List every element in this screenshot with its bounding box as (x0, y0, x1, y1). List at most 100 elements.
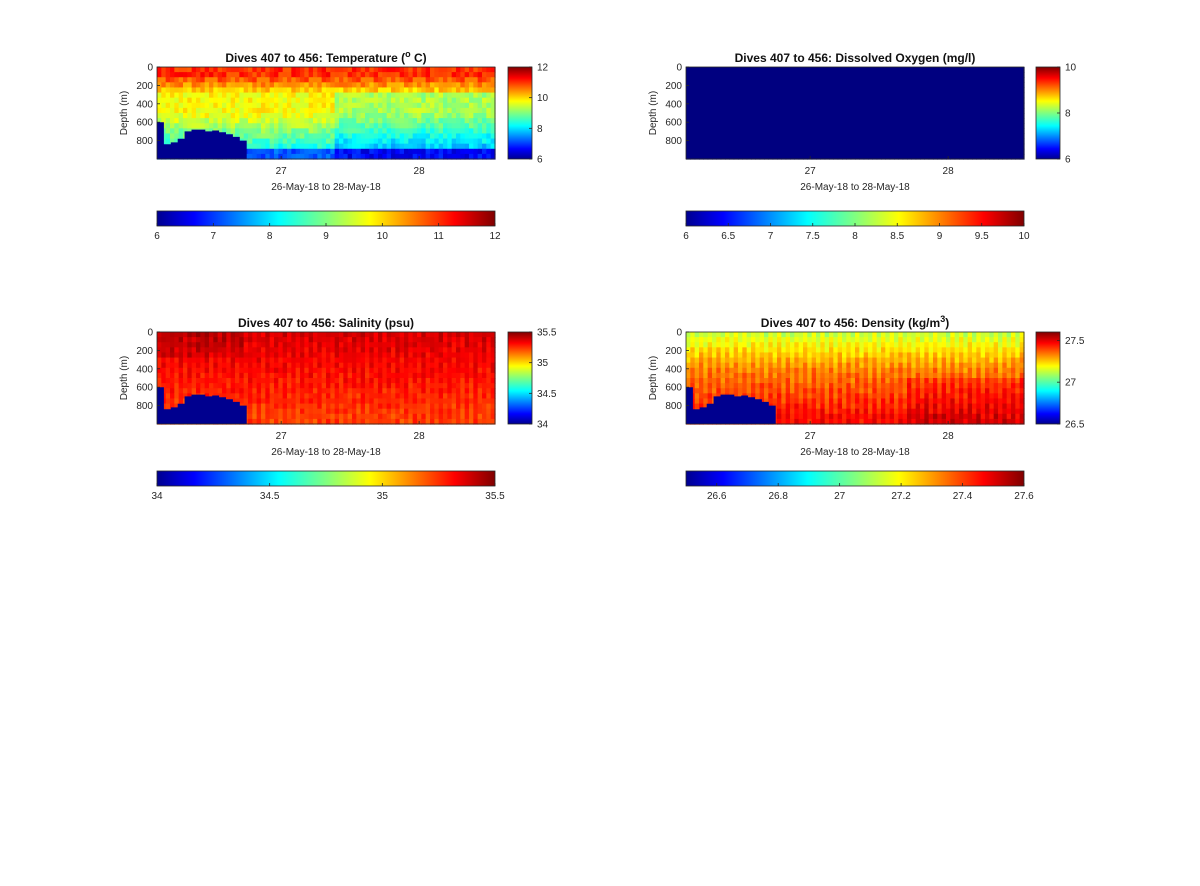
heatmap-cell (360, 107, 366, 114)
heatmap-cell (278, 403, 284, 410)
heatmap-cell (430, 77, 435, 83)
heatmap-cell (816, 408, 821, 415)
heatmap-cell (920, 77, 925, 83)
heatmap-cell (911, 77, 917, 83)
heatmap-cell (989, 107, 995, 114)
heatmap-cell (686, 332, 691, 338)
heatmap-cell (447, 82, 453, 89)
heatmap-cell (451, 128, 457, 135)
heatmap-cell (725, 383, 730, 389)
heatmap-cell (694, 337, 700, 343)
heatmap-cell (204, 347, 210, 354)
heatmap-cell (252, 383, 258, 389)
heatmap-cell (222, 383, 227, 389)
heatmap-cell (855, 143, 860, 150)
heatmap-cell (855, 92, 860, 99)
heatmap-cell (269, 413, 275, 420)
heatmap-cell (473, 102, 479, 109)
heatmap-cell (781, 398, 787, 405)
heatmap-cell (204, 67, 210, 73)
heatmap-cell (764, 77, 769, 83)
heatmap-cell (395, 102, 401, 109)
heatmap-cell (365, 378, 370, 384)
heatmap-cell (486, 97, 492, 104)
heatmap-cell (473, 352, 479, 359)
heatmap-cell (1019, 67, 1025, 73)
heatmap-cell (421, 133, 427, 140)
heatmap-cell (833, 113, 839, 119)
heatmap-cell (313, 82, 318, 89)
heatmap-cell (425, 388, 431, 394)
heatmap-cell (222, 362, 227, 369)
heatmap-cell (794, 398, 800, 405)
heatmap-cell (360, 372, 366, 379)
heatmap-cell (356, 342, 362, 348)
heatmap-cell (798, 72, 804, 78)
heatmap-cell (963, 128, 969, 135)
heatmap-cell (490, 133, 496, 140)
heatmap-cell (829, 118, 834, 124)
heatmap-cell (222, 118, 227, 124)
heatmap-cell (222, 372, 227, 379)
heatmap-cell (716, 118, 722, 124)
heatmap-cell (477, 148, 483, 155)
heatmap-cell (477, 347, 483, 354)
heatmap-cell (985, 148, 990, 155)
heatmap-cell (343, 413, 349, 420)
heatmap-cell (360, 72, 366, 78)
heatmap-cell (729, 107, 735, 114)
heatmap-cell (365, 413, 370, 420)
heatmap-cell (894, 133, 899, 140)
heatmap-cell (399, 408, 405, 415)
heatmap-cell (777, 357, 782, 364)
heatmap-cell (798, 153, 804, 160)
heatmap-cell (334, 87, 340, 94)
heatmap-cell (1015, 102, 1021, 109)
heatmap-cell (265, 388, 271, 394)
heatmap-cell (729, 97, 735, 104)
heatmap-cell (408, 372, 414, 379)
heatmap-cell (343, 347, 349, 354)
heatmap-cell (855, 77, 860, 83)
heatmap-cell (490, 378, 496, 384)
heatmap-cell (456, 153, 461, 160)
heatmap-cell (386, 372, 392, 379)
heatmap-cell (417, 383, 422, 389)
heatmap-cell (235, 342, 240, 348)
heatmap-cell (230, 378, 236, 384)
heatmap-cell (725, 342, 730, 348)
heatmap-cell (876, 92, 882, 99)
heatmap-cell (477, 92, 483, 99)
heatmap-cell (269, 102, 275, 109)
heatmap-cell (486, 367, 492, 374)
heatmap-cell (321, 342, 327, 348)
heatmap-cell (811, 393, 817, 400)
heatmap-cell (985, 87, 990, 94)
heatmap-cell (790, 413, 795, 420)
panel-2: Dives 407 to 456: Dissolved Oxygen (mg/l… (648, 51, 1077, 242)
heatmap-cell (178, 398, 184, 405)
heatmap-cell (447, 128, 453, 135)
heatmap-cell (291, 347, 297, 354)
heatmap-cell (252, 92, 258, 99)
heatmap-cell (777, 92, 782, 99)
heatmap-cell (764, 362, 769, 369)
bottom-colorbar-tick-label: 8 (267, 231, 273, 242)
heatmap-cell (716, 87, 722, 94)
heatmap-cell (339, 128, 344, 135)
heatmap-cell (907, 113, 912, 119)
heatmap-cell (438, 347, 444, 354)
heatmap-cell (443, 403, 448, 410)
heatmap-cell (417, 133, 422, 140)
heatmap-cell (898, 143, 904, 150)
heatmap-cell (369, 393, 375, 400)
heatmap-cell (321, 82, 327, 89)
heatmap-cell (785, 388, 791, 394)
heatmap-cell (768, 92, 774, 99)
heatmap-cell (308, 133, 314, 140)
heatmap-cell (781, 352, 787, 359)
heatmap-cell (187, 352, 193, 359)
heatmap-cell (417, 357, 422, 364)
heatmap-cell (946, 92, 951, 99)
heatmap-cell (894, 72, 899, 78)
